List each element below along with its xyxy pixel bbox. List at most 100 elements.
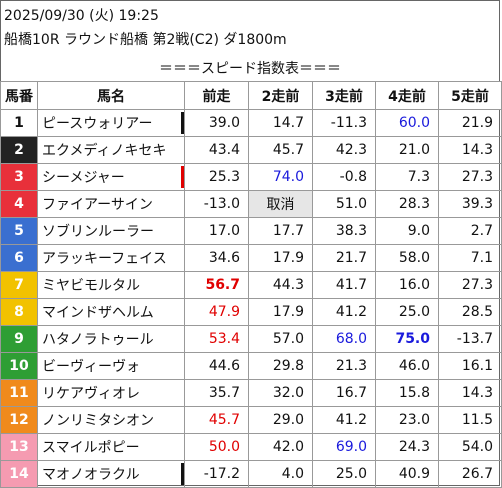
speed-index-race-2: 45.7 [248, 136, 313, 164]
table-row: 4 ファイアーサイン -13.0 取消 51.0 28.3 39.3 [0, 190, 502, 218]
speed-index-race-3: 68.0 [312, 325, 376, 353]
speed-index-race-3: 41.2 [312, 406, 376, 434]
name-marker-bar [181, 463, 184, 485]
race-datetime: 2025/09/30 (火) 19:25 [4, 8, 159, 24]
horse-name: シーメジャー [42, 170, 125, 186]
horse-name: ノンリミタシオン [42, 413, 154, 429]
speed-index-race-3: 69.0 [312, 433, 376, 461]
horse-name: ファイアーサイン [42, 197, 153, 213]
speed-index-race-2: 4.0 [248, 460, 313, 488]
table-row: 8 マインドザヘルム 47.9 17.9 41.2 25.0 28.5 [0, 298, 502, 326]
horse-name-cell: シーメジャー [37, 163, 185, 191]
speed-index-last-race: 53.4 [184, 325, 249, 353]
race-info: 船橋10R ラウンド船橋 第2戦(C2) ダ1800m [4, 32, 287, 48]
speed-index-last-race: 25.3 [184, 163, 249, 191]
col-header-last: 前走 [184, 81, 249, 110]
speed-index-race-5: 14.3 [438, 379, 502, 407]
speed-index-race-2: 29.8 [248, 352, 313, 380]
horse-name: エクメディノキセキ [42, 143, 167, 159]
speed-index-race-5: 27.3 [438, 163, 502, 191]
speed-index-race-3: 21.7 [312, 244, 376, 272]
col-header-number: 馬番 [0, 81, 38, 110]
speed-index-race-5: 28.5 [438, 298, 502, 326]
horse-number: 1 [0, 109, 38, 137]
speed-index-race-4: 24.3 [375, 433, 439, 461]
col-header-4th: 4走前 [375, 81, 439, 110]
horse-name: ビーヴィーヴォ [42, 359, 140, 375]
speed-index-race-2: 42.0 [248, 433, 313, 461]
speed-index-last-race: -13.0 [184, 190, 249, 218]
speed-index-last-race: 34.6 [184, 244, 249, 272]
speed-index-race-5: 27.3 [438, 271, 502, 299]
table-row: 1 ピースウォリアー 39.0 14.7 -11.3 60.0 21.9 [0, 109, 502, 137]
speed-index-last-race: 44.6 [184, 352, 249, 380]
speed-index-last-race: 45.7 [184, 406, 249, 434]
speed-index-race-4: 21.0 [375, 136, 439, 164]
speed-index-race-4: 7.3 [375, 163, 439, 191]
horse-name-cell: マインドザヘルム [37, 298, 185, 326]
horse-name: リケアヴィオレ [42, 386, 140, 402]
col-header-3rd: 3走前 [312, 81, 376, 110]
horse-number: 10 [0, 352, 38, 380]
table-row: 2 エクメディノキセキ 43.4 45.7 42.3 21.0 14.3 [0, 136, 502, 164]
speed-index-race-5: 16.1 [438, 352, 502, 380]
table-header-row: 馬番 馬名 前走 2走前 3走前 4走前 5走前 [0, 81, 502, 110]
table-row: 9 ハタノラトゥール 53.4 57.0 68.0 75.0 -13.7 [0, 325, 502, 353]
speed-index-race-4: 23.0 [375, 406, 439, 434]
speed-index-race-4: 16.0 [375, 271, 439, 299]
speed-index-race-5: 26.7 [438, 460, 502, 488]
speed-index-race-3: -11.3 [312, 109, 376, 137]
horse-name: ハタノラトゥール [42, 332, 154, 348]
speed-index-race-4: 28.3 [375, 190, 439, 218]
horse-name-cell: アラッキーフェイス [37, 244, 185, 272]
speed-index-race-3: 16.7 [312, 379, 376, 407]
speed-index-race-3: 21.3 [312, 352, 376, 380]
horse-name: マオノオラクル [42, 467, 140, 483]
speed-index-last-race: 50.0 [184, 433, 249, 461]
col-header-5th: 5走前 [438, 81, 502, 110]
speed-index-race-5: 11.5 [438, 406, 502, 434]
speed-index-race-3: 42.3 [312, 136, 376, 164]
horse-name-cell: ミヤビモルタル [37, 271, 185, 299]
table-row: 5 ソブリンルーラー 17.0 17.7 38.3 9.0 2.7 [0, 217, 502, 245]
horse-name-cell: スマイルポピー [37, 433, 185, 461]
horse-number: 9 [0, 325, 38, 353]
table-title: ＝＝＝スピード指数表＝＝＝ [159, 61, 341, 77]
horse-number: 3 [0, 163, 38, 191]
horse-number: 13 [0, 433, 38, 461]
speed-index-race-4: 40.9 [375, 460, 439, 488]
table-row: 14 マオノオラクル -17.2 4.0 25.0 40.9 26.7 [0, 460, 502, 488]
speed-index-race-2: 取消 [248, 190, 313, 218]
table-row: 11 リケアヴィオレ 35.7 32.0 16.7 15.8 14.3 [0, 379, 502, 407]
speed-index-race-4: 25.0 [375, 298, 439, 326]
speed-index-race-2: 29.0 [248, 406, 313, 434]
speed-index-race-2: 74.0 [248, 163, 313, 191]
horse-name: ミヤビモルタル [42, 278, 140, 294]
speed-index-race-5: 39.3 [438, 190, 502, 218]
speed-index-race-5: 14.3 [438, 136, 502, 164]
horse-name-cell: ハタノラトゥール [37, 325, 185, 353]
speed-index-race-5: 21.9 [438, 109, 502, 137]
speed-index-race-3: 51.0 [312, 190, 376, 218]
horse-name: アラッキーフェイス [42, 251, 167, 267]
horse-name: スマイルポピー [42, 440, 140, 456]
speed-index-last-race: 43.4 [184, 136, 249, 164]
speed-index-race-2: 17.9 [248, 298, 313, 326]
col-header-name: 馬名 [37, 81, 185, 110]
speed-index-last-race: 39.0 [184, 109, 249, 137]
speed-index-last-race: 47.9 [184, 298, 249, 326]
speed-index-race-2: 14.7 [248, 109, 313, 137]
horse-name-cell: ビーヴィーヴォ [37, 352, 185, 380]
table-row: 12 ノンリミタシオン 45.7 29.0 41.2 23.0 11.5 [0, 406, 502, 434]
horse-name-cell: リケアヴィオレ [37, 379, 185, 407]
table-row: 3 シーメジャー 25.3 74.0 -0.8 7.3 27.3 [0, 163, 502, 191]
speed-index-table: 馬番 馬名 前走 2走前 3走前 4走前 5走前 1 ピースウォリアー 39.0 14… [0, 81, 502, 488]
horse-number: 8 [0, 298, 38, 326]
speed-index-race-4: 46.0 [375, 352, 439, 380]
horse-number: 7 [0, 271, 38, 299]
horse-name-cell: ノンリミタシオン [37, 406, 185, 434]
table-row: 7 ミヤビモルタル 56.7 44.3 41.7 16.0 27.3 [0, 271, 502, 299]
speed-index-race-4: 58.0 [375, 244, 439, 272]
speed-index-race-2: 44.3 [248, 271, 313, 299]
speed-index-last-race: 17.0 [184, 217, 249, 245]
